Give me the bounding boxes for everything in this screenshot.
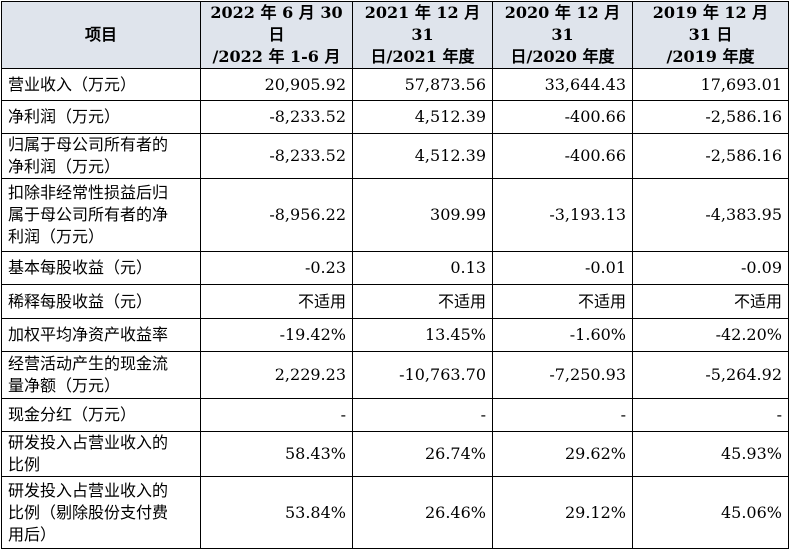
value-cell: -1.60% — [492, 318, 633, 352]
value-cell: -400.66 — [492, 133, 633, 179]
row-label-text: 营业收入（万元） — [8, 74, 137, 94]
table-row: 净利润（万元） -8,233.52 4,512.39 -400.66 -2,586.16 — [1, 100, 789, 134]
value-cell: 不适用 — [352, 284, 493, 319]
row-label: 净利润（万元） — [1, 100, 201, 134]
value-cell: -8,956.22 — [200, 178, 353, 252]
table-row: 营业收入（万元） 20,905.92 57,873.56 33,644.43 17,69… — [1, 68, 789, 101]
row-label-text: 经营活动产生的现金流量净额（万元） — [8, 354, 169, 395]
value-cell: 45.06% — [632, 476, 789, 549]
value-cell: 29.12% — [492, 476, 633, 549]
value-cell: 不适用 — [200, 284, 353, 319]
header-cell: 2022 年 6 月 30 日/2022 年 1-6 月 — [200, 1, 353, 69]
row-label-text: 净利润（万元） — [8, 107, 121, 126]
header-row: 项目 2022 年 6 月 30 日/2022 年 1-6 月 2021 年 12 … — [1, 1, 789, 69]
value-cell: -0.09 — [632, 251, 789, 285]
table-row: 归属于母公司所有者的净利润（万元） -8,233.52 4,512.39 -400.6… — [1, 133, 789, 179]
value-cell: -3,193.13 — [492, 178, 633, 252]
header-line: 2020 年 12 月 31 — [504, 3, 621, 44]
row-label-text: 加权平均净资产收益率 — [8, 325, 169, 344]
row-label-text: 扣除非经常性损益后归属于母公司所有者的净利润（万元） — [8, 183, 169, 246]
table-row: 加权平均净资产收益率 -19.42% 13.45% -1.60% -42.20% — [1, 318, 789, 352]
value-cell: 29.62% — [492, 431, 633, 477]
row-label: 归属于母公司所有者的净利润（万元） — [1, 133, 201, 179]
row-label: 稀释每股收益（元） — [1, 284, 201, 319]
value-cell: 57,873.56 — [352, 68, 493, 101]
value-cell: -5,264.92 — [632, 351, 789, 399]
row-label: 经营活动产生的现金流量净额（万元） — [1, 351, 201, 399]
value-cell: 33,644.43 — [492, 68, 633, 101]
table-row: 研发投入占营业收入的比例（剔除股份支付费用后） 53.84% 26.46% 29.12… — [1, 476, 789, 549]
row-label-text: 现金分红（万元） — [8, 405, 137, 424]
header-cell: 项目 — [1, 1, 201, 69]
row-label: 扣除非经常性损益后归属于母公司所有者的净利润（万元） — [1, 178, 201, 252]
header-line: /2019 年度 — [666, 47, 755, 66]
row-label: 基本每股收益（元） — [1, 251, 201, 285]
value-cell: -10,763.70 — [352, 351, 493, 399]
table-row: 研发投入占营业收入的比例 58.43% 26.74% 29.62% 45.93% — [1, 431, 789, 477]
value-cell: - — [200, 398, 353, 432]
row-label-text: 归属于母公司所有者的净利润（万元） — [8, 135, 169, 176]
header-line: 2019 年 12 月 31 日 — [652, 3, 769, 44]
row-label-text: 研发投入占营业收入的比例（剔除股份支付费用后） — [8, 480, 169, 544]
value-cell: -7,250.93 — [492, 351, 633, 399]
row-label: 研发投入占营业收入的比例（剔除股份支付费用后） — [1, 476, 201, 549]
table-row: 稀释每股收益（元） 不适用 不适用 不适用 不适用 — [1, 284, 789, 319]
row-label-text: 研发投入占营业收入的比例 — [8, 433, 169, 474]
value-cell: -42.20% — [632, 318, 789, 352]
table-row: 扣除非经常性损益后归属于母公司所有者的净利润（万元） -8,956.22 309.9… — [1, 178, 789, 252]
value-cell: -19.42% — [200, 318, 353, 352]
value-cell: 26.74% — [352, 431, 493, 477]
value-cell: - — [492, 398, 633, 432]
table-row: 基本每股收益（元） -0.23 0.13 -0.01 -0.09 — [1, 251, 789, 285]
value-cell: 26.46% — [352, 476, 493, 549]
value-cell: -400.66 — [492, 100, 633, 134]
value-cell: -0.23 — [200, 251, 353, 285]
value-cell: 不适用 — [492, 284, 633, 319]
value-cell: 20,905.92 — [200, 68, 353, 101]
row-label: 研发投入占营业收入的比例 — [1, 431, 201, 477]
value-cell: 309.99 — [352, 178, 493, 252]
header-line: 日/2021 年度 — [370, 47, 475, 66]
value-cell: -4,383.95 — [632, 178, 789, 252]
value-cell: 不适用 — [632, 284, 789, 319]
row-label: 加权平均净资产收益率 — [1, 318, 201, 352]
header-line: 项目 — [84, 25, 117, 44]
value-cell: 53.84% — [200, 476, 353, 549]
table-body: 营业收入（万元） 20,905.92 57,873.56 33,644.43 17,69… — [1, 68, 789, 549]
header-line: 2022 年 6 月 30 日 — [210, 3, 343, 44]
value-cell: - — [632, 398, 789, 432]
value-cell: 17,693.01 — [632, 68, 789, 101]
value-cell: 0.13 — [352, 251, 493, 285]
header-cell: 2020 年 12 月 31 日/2020 年度 — [492, 1, 633, 69]
value-cell: 2,229.23 — [200, 351, 353, 399]
value-cell: -2,586.16 — [632, 133, 789, 179]
row-label: 现金分红（万元） — [1, 398, 201, 432]
header-line: /2022 年 1-6 月 — [212, 47, 341, 66]
value-cell: 13.45% — [352, 318, 493, 352]
value-cell: -2,586.16 — [632, 100, 789, 134]
table-row: 现金分红（万元） - - - - — [1, 398, 789, 432]
value-cell: -8,233.52 — [200, 100, 353, 134]
row-label-text: 基本每股收益（元） — [8, 258, 153, 277]
header-cell: 2019 年 12 月 31 日/2019 年度 — [632, 1, 789, 69]
value-cell: 45.93% — [632, 431, 789, 477]
header-cell: 2021 年 12 月 31 日/2021 年度 — [352, 1, 493, 69]
table-row: 经营活动产生的现金流量净额（万元） 2,229.23 -10,763.70 -7,25… — [1, 351, 789, 399]
value-cell: 4,512.39 — [352, 100, 493, 134]
header-line: 日/2020 年度 — [510, 47, 615, 66]
row-label: 营业收入（万元） — [1, 68, 201, 101]
value-cell: -0.01 — [492, 251, 633, 285]
value-cell: -8,233.52 — [200, 133, 353, 179]
header-line: 2021 年 12 月 31 — [364, 3, 481, 44]
row-label-text: 稀释每股收益（元） — [8, 291, 153, 311]
value-cell: - — [352, 398, 493, 432]
value-cell: 4,512.39 — [352, 133, 493, 179]
value-cell: 58.43% — [200, 431, 353, 477]
